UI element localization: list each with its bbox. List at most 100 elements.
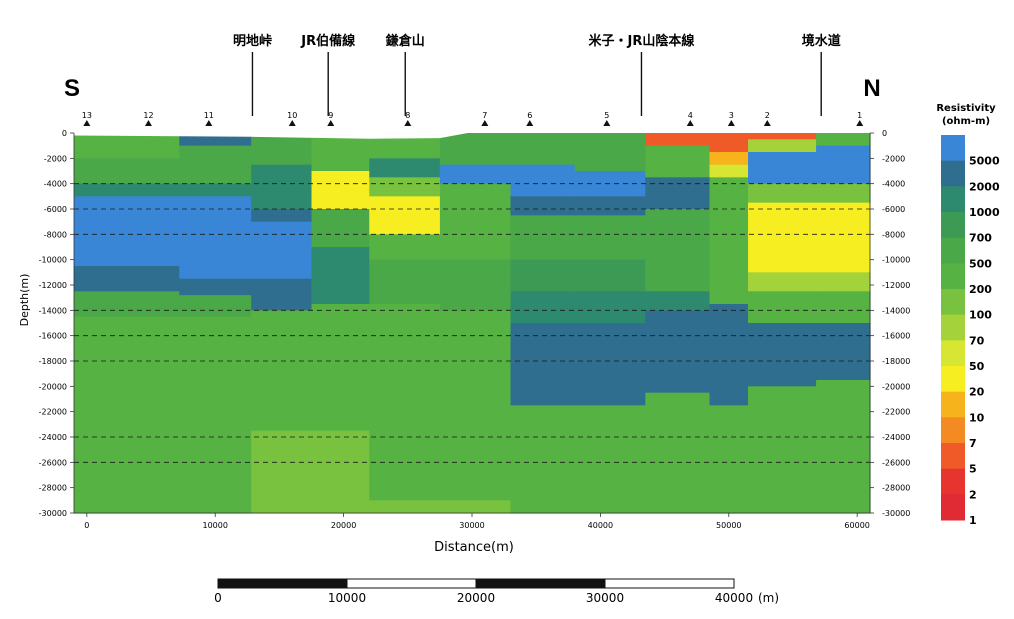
station-label-10: 10: [287, 111, 297, 120]
colorbar-swatch-5000: [941, 135, 965, 162]
scale-bar-label-3: 30000: [586, 591, 624, 605]
resistivity-cell-2-3: [179, 196, 252, 280]
right-tick-label-5: -10000: [882, 256, 910, 265]
left-tick-label-9: -18000: [39, 357, 67, 366]
resistivity-cell-11-4: [748, 202, 817, 273]
surface-mask: [74, 121, 870, 139]
resistivity-cell-4-4: [311, 304, 370, 432]
x-tick-label-3: 30000: [459, 521, 484, 530]
resistivity-cell-1-3: [118, 196, 180, 267]
resistivity-cell-5-2: [369, 177, 441, 197]
resistivity-cell-3-3: [251, 221, 313, 280]
resistivity-cell-0-6: [74, 316, 120, 514]
right-tick-label-12: -24000: [882, 433, 910, 442]
resistivity-cell-2-6: [179, 316, 252, 514]
station-marker-11: [205, 120, 213, 126]
resistivity-cell-10-2: [709, 164, 749, 178]
left-tick-label-5: -10000: [39, 256, 67, 265]
left-tick-label-12: -24000: [39, 433, 67, 442]
resistivity-cell-9-2: [645, 177, 711, 210]
resistivity-cell-10-1: [709, 152, 749, 166]
resistivity-cell-3-1: [251, 164, 313, 210]
colorbar: Resistivity (ohm-m) 5000 2000 1000 700 500 200 1…: [936, 103, 1000, 527]
x-tick-label-2: 20000: [331, 521, 356, 530]
resistivity-cell-7-4: [510, 259, 576, 292]
resistivity-cell-12-3: [816, 202, 871, 273]
resistivity-cell-7-2: [510, 196, 576, 216]
resistivity-cell-0-5: [74, 291, 120, 318]
colorbar-label-5000: 5000: [969, 155, 1000, 168]
colorbar-label-20: 20: [969, 386, 985, 399]
colorbar-label-100: 100: [969, 309, 992, 322]
resistivity-cell-9-5: [645, 310, 711, 394]
station-label-6: 6: [527, 111, 532, 120]
resistivity-cell-5-7: [369, 500, 441, 514]
resistivity-cell-7-5: [510, 291, 576, 324]
resistivity-cell-4-1: [311, 171, 370, 210]
resistivity-cell-8-3: [574, 215, 646, 261]
colorbar-swatch-50: [941, 340, 965, 367]
station-marker-1: [856, 120, 864, 126]
dashed-depth-lines: [74, 183, 870, 463]
colorbar-label-1: 1: [969, 514, 977, 527]
station-label-11: 11: [204, 111, 214, 120]
resistivity-cell-11-3: [748, 183, 817, 204]
resistivity-cell-8-2: [574, 196, 646, 216]
resistivity-cell-2-5: [179, 295, 252, 318]
resistivity-cell-0-2: [74, 183, 120, 197]
scale-bar-label-1: 10000: [328, 591, 366, 605]
colorbar-swatch-2: [941, 468, 965, 495]
place-label-4: 境水道: [802, 33, 841, 49]
colorbar-swatch-200: [941, 263, 965, 290]
right-tick-label-1: -2000: [882, 154, 905, 163]
resistivity-cell-8-7: [574, 405, 646, 514]
resistivity-cell-5-4: [369, 234, 441, 261]
resistivity-cell-1-6: [118, 316, 180, 514]
place-label-3: 米子・JR山陰本線: [589, 33, 696, 49]
resistivity-cell-10-0: [709, 133, 749, 153]
resistivity-cell-2-2: [179, 183, 252, 197]
colorbar-label-500: 500: [969, 257, 992, 270]
right-tick-label-4: -8000: [882, 230, 905, 239]
colorbar-swatch-7: [941, 417, 965, 444]
resistivity-cell-4-2: [311, 209, 370, 248]
resistivity-cell-0-0: [74, 133, 120, 159]
colorbar-swatch-1: [941, 494, 965, 521]
left-tick-label-6: -12000: [39, 281, 67, 290]
resistivity-cell-5-5: [369, 259, 441, 305]
x-tick-label-1: 10000: [202, 521, 227, 530]
station-label-8: 8: [405, 111, 410, 120]
colorbar-label-200: 200: [969, 283, 992, 296]
station-marker-3: [727, 120, 735, 126]
x-tick-label-6: 60000: [844, 521, 869, 530]
right-tick-label-3: -6000: [882, 205, 905, 214]
station-marker-13: [83, 120, 91, 126]
resistivity-cell-12-7: [816, 380, 871, 514]
resistivity-cell-12-2: [816, 183, 871, 204]
place-label-1: JR伯備線: [300, 33, 356, 49]
place-label-2: 鎌倉山: [385, 33, 425, 49]
resistivity-cell-0-3: [74, 196, 120, 267]
resistivity-cell-12-4: [816, 272, 871, 292]
station-label-9: 9: [328, 111, 333, 120]
resistivity-cell-9-6: [645, 392, 711, 514]
resistivity-cell-12-0: [816, 133, 871, 147]
resistivity-cell-8-6: [574, 323, 646, 406]
right-tick-label-14: -28000: [882, 484, 910, 493]
resistivity-cell-4-3: [311, 247, 370, 305]
scale-bar-segment-2: [475, 578, 606, 589]
resistivity-cell-6-0: [439, 133, 512, 166]
left-tick-label-2: -4000: [44, 180, 67, 189]
colorbar-swatch-5: [941, 443, 965, 470]
colorbar-label-50: 50: [969, 360, 985, 373]
right-depth-axis: 0 -2000 -4000 -6000 -8000 -10000 -12000 -14000 -…: [869, 129, 910, 518]
station-marker-9: [327, 120, 335, 126]
resistivity-cell-3-5: [251, 310, 313, 432]
scale-bar-label-2: 20000: [457, 591, 495, 605]
station-label-5: 5: [604, 111, 609, 120]
resistivity-cell-8-0: [574, 133, 646, 172]
resistivity-cell-2-1: [179, 145, 252, 185]
direction-north: N: [863, 75, 880, 102]
resistivity-cell-10-5: [709, 405, 749, 514]
resistivity-cell-3-0: [251, 133, 313, 166]
